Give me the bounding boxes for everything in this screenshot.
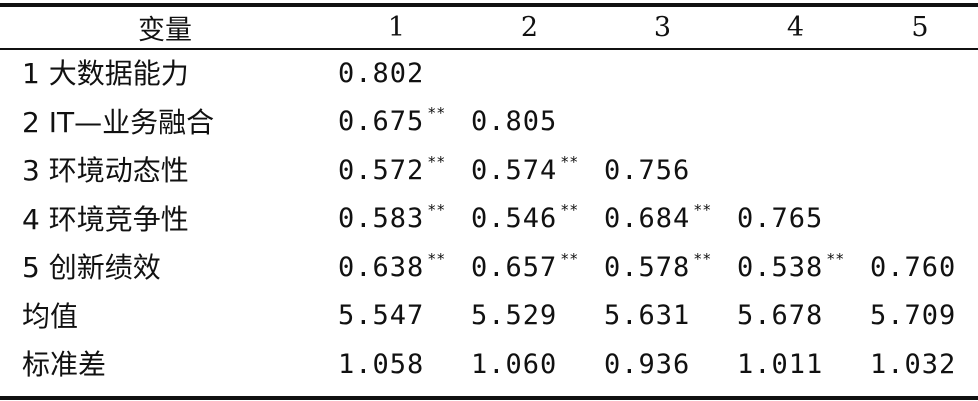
table-cell: [862, 145, 978, 194]
cell-value: 0.657: [471, 251, 558, 283]
row-label: 4 环境竞争性: [22, 202, 189, 236]
table-cell: 0.675 **: [330, 97, 463, 146]
cell-value: 0.936: [604, 348, 691, 380]
table-cell: [862, 48, 978, 97]
cell-value: 0.574: [471, 154, 558, 186]
header-col-1: 1: [387, 12, 406, 43]
bottom-rule: [0, 396, 978, 400]
header-col-3: 3: [653, 12, 672, 43]
table-cell: 1.032: [862, 339, 978, 388]
table-row: 均值 5.547 5.529 5.631 5.678 5.709: [0, 291, 978, 340]
table-cell: 5.678: [729, 291, 862, 340]
significance-mark: **: [560, 152, 579, 171]
header-row: 变量 1 2 3 4 5: [0, 7, 978, 48]
cell-value: 5.678: [737, 300, 824, 332]
table-cell: [862, 97, 978, 146]
significance-mark: **: [427, 104, 446, 123]
header-col-4: 4: [786, 12, 805, 43]
table-cell: [729, 97, 862, 146]
row-label: 均值: [22, 299, 79, 333]
table-cell: 0.538 **: [729, 242, 862, 291]
significance-mark: **: [427, 249, 446, 268]
table-cell: 5.547: [330, 291, 463, 340]
table-cell: [463, 48, 596, 97]
table-cell: [596, 48, 729, 97]
significance-mark: **: [560, 201, 579, 220]
cell-value: 0.578: [604, 251, 691, 283]
cell-value: 0.572: [338, 154, 425, 186]
table-row: 标准差 1.058 1.060 0.936 1.011 1.032: [0, 339, 978, 388]
table-cell: 0.583 **: [330, 194, 463, 243]
table-cell: 1.060: [463, 339, 596, 388]
cell-value: 0.765: [737, 203, 824, 235]
cell-value: 5.547: [338, 300, 425, 332]
row-label: 3 环境动态性: [22, 154, 189, 188]
table-cell: 0.765: [729, 194, 862, 243]
header-rule: [0, 48, 978, 50]
top-rule: [0, 3, 978, 7]
table-row: 5 创新绩效 0.638 ** 0.657 ** 0.578 ** 0.538 ** 0.760: [0, 242, 978, 291]
table-cell: 0.574 **: [463, 145, 596, 194]
table-cell: [729, 145, 862, 194]
cell-value: 0.546: [471, 203, 558, 235]
table-cell: [729, 48, 862, 97]
cell-value: 5.529: [471, 300, 558, 332]
cell-value: 0.638: [338, 251, 425, 283]
cell-value: 5.709: [870, 300, 957, 332]
table-row: 3 环境动态性 0.572 ** 0.574 ** 0.756: [0, 145, 978, 194]
cell-value: 1.060: [471, 348, 558, 380]
table-cell: 0.760: [862, 242, 978, 291]
table-cell: 5.709: [862, 291, 978, 340]
data-table: 变量 1 2 3 4 5 1 大数据能力 0.802 2 IT—业务融合 0.675 *…: [0, 7, 978, 388]
header-variable: 变量: [138, 15, 192, 46]
row-label: 5 创新绩效: [22, 251, 161, 285]
table-cell: 1.058: [330, 339, 463, 388]
row-label: 2 IT—业务融合: [22, 105, 215, 139]
cell-value: 5.631: [604, 300, 691, 332]
significance-mark: **: [560, 249, 579, 268]
row-label: 1 大数据能力: [22, 57, 189, 91]
table-cell: 0.638 **: [330, 242, 463, 291]
cell-value: 0.684: [604, 203, 691, 235]
table-cell: 0.756: [596, 145, 729, 194]
significance-mark: **: [427, 152, 446, 171]
table-cell: 5.631: [596, 291, 729, 340]
table-cell: 1.011: [729, 339, 862, 388]
header-col-2: 2: [520, 12, 539, 43]
cell-value: 1.058: [338, 348, 425, 380]
cell-value: 0.675: [338, 106, 425, 138]
significance-mark: **: [427, 201, 446, 220]
table-row: 1 大数据能力 0.802: [0, 48, 978, 97]
table-row: 2 IT—业务融合 0.675 ** 0.805: [0, 97, 978, 146]
header-col-5: 5: [911, 12, 929, 43]
significance-mark: **: [693, 201, 712, 220]
cell-value: 0.538: [737, 251, 824, 283]
table-cell: 0.578 **: [596, 242, 729, 291]
table-cell: [596, 97, 729, 146]
table-row: 4 环境竞争性 0.583 ** 0.546 ** 0.684 ** 0.765: [0, 194, 978, 243]
significance-mark: **: [693, 249, 712, 268]
cell-value: 0.756: [604, 154, 691, 186]
cell-value: 0.805: [471, 106, 558, 138]
row-label: 标准差: [22, 348, 107, 382]
table-cell: [862, 194, 978, 243]
cell-value: 0.583: [338, 203, 425, 235]
significance-mark: **: [826, 249, 845, 268]
cell-value: 0.802: [338, 57, 425, 89]
table-cell: 0.546 **: [463, 194, 596, 243]
table-cell: 0.802: [330, 48, 463, 97]
table-cell: 0.936: [596, 339, 729, 388]
table-cell: 0.572 **: [330, 145, 463, 194]
table-cell: 0.805: [463, 97, 596, 146]
table-cell: 0.657 **: [463, 242, 596, 291]
cell-value: 1.011: [737, 348, 824, 380]
table-cell: 5.529: [463, 291, 596, 340]
cell-value: 0.760: [870, 251, 957, 283]
cell-value: 1.032: [870, 348, 957, 380]
table-cell: 0.684 **: [596, 194, 729, 243]
